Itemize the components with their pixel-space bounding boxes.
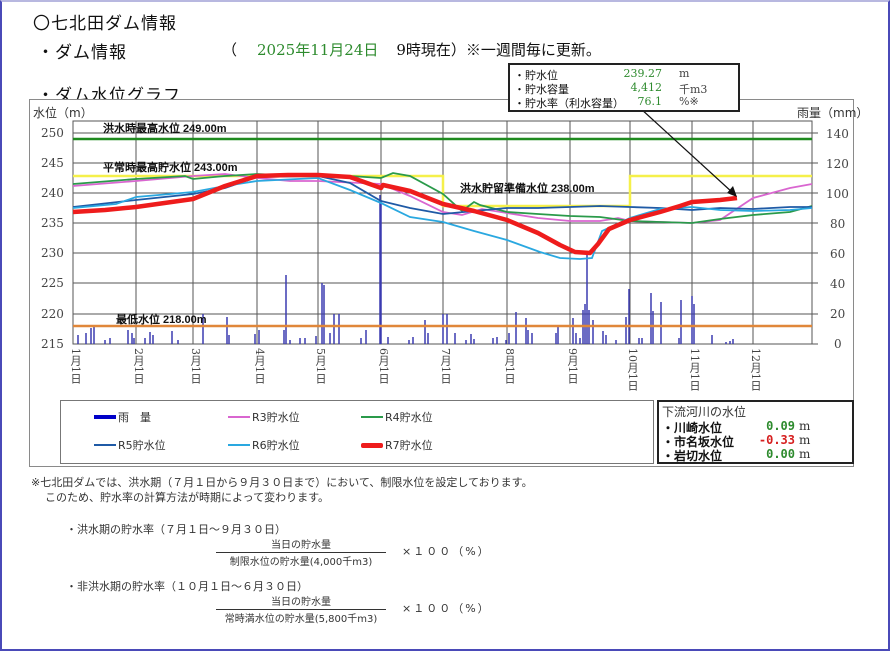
grid <box>72 120 818 345</box>
legend-swatch <box>94 444 116 446</box>
flood-season-title: ・洪水期の貯水率（７月１日～９月３０日） <box>66 523 286 536</box>
normal-max-line <box>73 174 812 208</box>
legend-swatch <box>94 415 116 419</box>
min-level-label: 最低水位 218.00m <box>116 312 207 326</box>
normal-max-label: 平常時最高貯水位 243.00m <box>103 160 238 174</box>
river-row-iwakiri: ・岩切水位 0.00 m <box>662 447 811 463</box>
dam-status-box: ・貯水位 239.27 m ・貯水容量 4,412 千m3 ・貯水率（利水容量）… <box>508 63 740 112</box>
update-time: 9時現在）※一週間毎に更新。 <box>396 41 601 59</box>
legend-item-r5: R5貯水位 <box>94 437 166 453</box>
legend-item-r4: R4貯水位 <box>361 409 433 425</box>
note-line-2: このため、貯水率の計算方法が時期によって変わります。 <box>45 491 330 504</box>
legend-item-r6: R6貯水位 <box>228 437 300 453</box>
y-axis-title: 水位（m） <box>33 106 93 120</box>
storage-level-value: 239.27 <box>623 67 663 80</box>
chart-legend: 雨 量 R3貯水位 R4貯水位 R5貯水位 R6貯水位 R7貯水位 <box>60 400 654 464</box>
storage-rate-row: ・貯水率（利水容量） 76.1 %※ <box>514 95 699 110</box>
river-box-title: 下流河川の水位 <box>662 405 747 419</box>
storage-volume-row: ・貯水容量 4,412 千m3 <box>514 81 708 96</box>
legend-swatch <box>228 416 250 418</box>
section-dam-info: ・ダム情報 <box>37 43 127 63</box>
storage-level-row: ・貯水位 239.27 m <box>514 67 690 82</box>
downstream-river-box: 下流河川の水位 ・川崎水位 0.09 m ・市名坂水位 -0.33 m ・岩切水… <box>657 400 854 464</box>
y2-axis-title: 雨量（mm） <box>797 106 869 120</box>
series-r7 <box>72 172 738 256</box>
storage-volume-value: 4,412 <box>630 81 663 94</box>
nonflood-season-title: ・非洪水期の貯水率（１０月１日～６月３０日） <box>66 580 308 593</box>
arrow-head-icon <box>727 186 737 197</box>
legend-swatch <box>228 444 250 446</box>
page-title: 〇七北田ダム情報 <box>33 14 177 34</box>
legend-item-r3: R3貯水位 <box>228 409 300 425</box>
storage-rate-value: 76.1 <box>637 95 663 108</box>
flood-storage-label: 洪水貯留準備水位 238.00m <box>460 181 595 195</box>
update-timestamp: （2025年11月24日 9時現在）※一週間毎に更新。 <box>222 41 601 59</box>
river-row-ichinazaka: ・市名坂水位 -0.33 m <box>662 433 811 449</box>
legend-swatch <box>361 442 383 448</box>
flood-formula: 当日の貯水量 制限水位の貯水量(4,000千m3) <box>216 536 386 568</box>
rainfall-bars <box>77 195 734 344</box>
legend-item-rain: 雨 量 <box>94 409 151 425</box>
legend-item-r7: R7貯水位 <box>361 437 433 453</box>
callout-arrow <box>639 107 734 194</box>
update-date: 2025年11月24日 <box>257 41 379 59</box>
legend-swatch <box>361 416 383 418</box>
nonflood-formula: 当日の貯水量 常時満水位の貯水量(5,800千m3) <box>216 593 386 625</box>
flood-multiplier: ×１００（%） <box>402 545 491 558</box>
nonflood-multiplier: ×１００（%） <box>402 602 491 615</box>
series-r4 <box>72 172 813 224</box>
river-row-kawasaki: ・川崎水位 0.09 m <box>662 419 811 435</box>
flood-max-label: 洪水時最高水位 249.00m <box>103 121 227 135</box>
note-line-1: ※七北田ダムでは、洪水期（７月１日から９月３０日まで）において、制限水位を設定し… <box>31 476 533 489</box>
